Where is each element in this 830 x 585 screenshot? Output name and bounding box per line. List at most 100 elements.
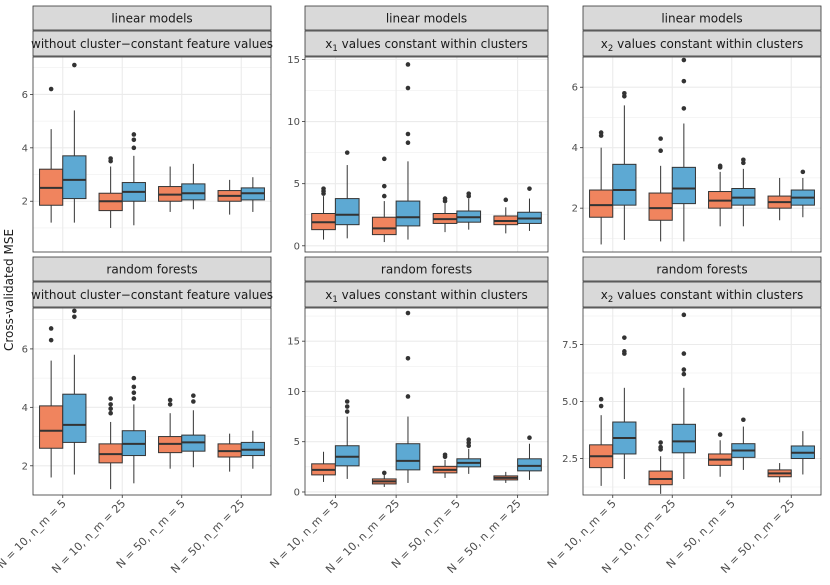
box-series-a-cat-3: [158, 397, 183, 469]
outlier-point: [48, 326, 54, 331]
y-tick-label: 2: [572, 204, 578, 215]
y-tick-label: 7.5: [562, 340, 578, 351]
outlier-point: [405, 394, 411, 399]
box-iqr: [648, 192, 673, 221]
outlier-point: [344, 399, 350, 404]
col-label-rest: values constant within clusters: [613, 288, 803, 302]
y-tick-label: 15: [287, 337, 300, 348]
outlier-point: [405, 310, 411, 316]
y-tick-label: 4: [22, 143, 28, 154]
outlier-point: [527, 435, 532, 440]
outlier-point: [381, 183, 387, 189]
outlier-point: [108, 406, 113, 412]
outlier-point: [622, 349, 627, 354]
col-label-variable: x: [601, 288, 608, 302]
outlier-point: [741, 157, 746, 163]
outlier-point: [658, 440, 663, 445]
y-tick-label: 6: [572, 83, 578, 94]
box-series-a-cat-2: [98, 156, 123, 228]
strip-col-label-text: x1 values constant within clusters: [325, 37, 527, 54]
panel-border: [32, 307, 272, 496]
box-series-b-cat-1: [334, 399, 360, 479]
box-iqr: [181, 183, 206, 201]
box-series-b-cat-2: [121, 132, 146, 226]
outlier-point: [131, 145, 137, 151]
y-tick-label: 2.5: [562, 454, 578, 465]
outlier-point: [167, 402, 173, 407]
outlier-point: [405, 140, 411, 146]
outlier-point: [405, 85, 411, 91]
box-series-a-cat-1: [311, 186, 336, 240]
box-series-a-cat-2: [371, 470, 397, 487]
outlier-point: [344, 150, 350, 155]
box-series-a-cat-1: [39, 86, 64, 223]
strip-row-label-text: random forests: [106, 263, 197, 277]
strip-row-label: [304, 5, 549, 31]
box-series-b-cat-4: [517, 186, 542, 231]
box-series-b-cat-1: [612, 335, 637, 480]
box-series-b-cat-2: [395, 310, 421, 483]
strip-col-label-text: x2 values constant within clusters: [601, 37, 803, 54]
box-series-b-cat-1: [62, 62, 87, 223]
y-tick-label: 0: [294, 487, 300, 498]
box-iqr: [39, 405, 64, 449]
box-series-b-cat-2: [121, 375, 146, 484]
box-iqr: [589, 189, 614, 218]
panel-2-3: random forests x2 values constant within …: [545, 256, 822, 576]
box-series-b-cat-2: [395, 62, 421, 240]
box-iqr: [395, 443, 421, 471]
strip-col-label: [304, 281, 549, 308]
strip-row-label-text: linear models: [661, 12, 742, 26]
box-iqr: [334, 198, 360, 226]
box-series-a-cat-1: [589, 130, 614, 245]
outlier-point: [72, 308, 77, 314]
box-series-a-cat-1: [589, 396, 614, 486]
y-tick-label: 15: [287, 55, 300, 66]
box-iqr: [62, 393, 87, 443]
col-label-rest: values constant within clusters: [613, 37, 803, 51]
strip-row-label: [582, 5, 822, 31]
col-label-subscript: 1: [332, 295, 337, 305]
outlier-point: [598, 403, 604, 409]
outlier-point: [503, 197, 509, 203]
box-series-b-cat-3: [456, 191, 482, 230]
box-series-a-cat-4: [493, 197, 519, 234]
panel-1-3: linear models x2 values constant within c…: [572, 5, 822, 253]
box-series-b-cat-3: [456, 437, 482, 474]
panel-1-1: linear models without cluster−constant fe…: [22, 5, 273, 253]
box-series-b-cat-4: [517, 435, 542, 480]
outlier-point: [800, 169, 806, 175]
box-series-a-cat-1: [39, 326, 64, 478]
box-iqr: [334, 445, 360, 467]
panel-border: [582, 307, 822, 496]
box-series-a-cat-2: [648, 136, 673, 242]
outlier-point: [466, 437, 472, 443]
box-iqr: [62, 155, 87, 200]
y-tick-label: 2: [22, 197, 28, 208]
outlier-point: [108, 402, 113, 407]
col-label-rest: values constant within clusters: [338, 37, 528, 51]
outlier-point: [72, 314, 77, 320]
outlier-point: [131, 390, 137, 396]
strip-col-label-text: x1 values constant within clusters: [325, 288, 527, 305]
outlier-point: [48, 86, 54, 92]
box-series-b-cat-1: [62, 308, 87, 475]
outlier-point: [381, 193, 387, 199]
outlier-point: [622, 335, 627, 340]
outlier-point: [717, 432, 723, 437]
y-tick-label: 4: [22, 403, 28, 414]
y-tick-label: 10: [287, 387, 300, 398]
outlier-point: [381, 156, 387, 162]
box-series-a-cat-4: [767, 177, 792, 221]
box-series-b-cat-3: [731, 157, 756, 227]
panel-border: [304, 56, 549, 253]
outlier-point: [131, 396, 137, 401]
outlier-point: [658, 136, 663, 141]
box-series-a-cat-3: [708, 163, 733, 227]
panel-2-1: random forests without cluster−constant f…: [0, 256, 273, 576]
strip-col-label: [32, 30, 272, 57]
outlier-point: [681, 312, 687, 318]
col-label-variable: x: [325, 288, 332, 302]
strip-row-label: [32, 5, 272, 31]
